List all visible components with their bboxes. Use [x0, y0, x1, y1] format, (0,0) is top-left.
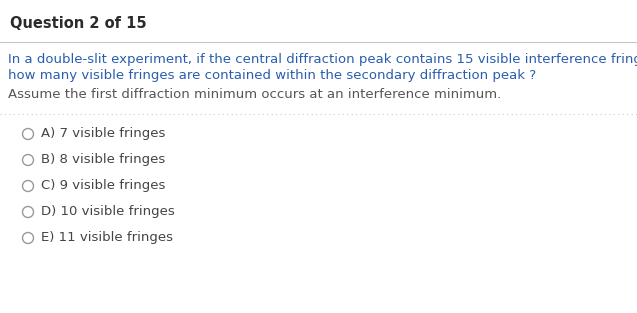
Text: Question 2 of 15: Question 2 of 15	[10, 16, 146, 31]
Text: B) 8 visible fringes: B) 8 visible fringes	[41, 153, 165, 167]
Text: C) 9 visible fringes: C) 9 visible fringes	[41, 179, 166, 192]
Text: In a double-slit experiment, if the central diffraction peak contains 15 visible: In a double-slit experiment, if the cent…	[8, 54, 637, 66]
Text: how many visible fringes are contained within the secondary diffraction peak ?: how many visible fringes are contained w…	[8, 69, 536, 81]
Text: Assume the first diffraction minimum occurs at an interference minimum.: Assume the first diffraction minimum occ…	[8, 89, 501, 101]
Text: D) 10 visible fringes: D) 10 visible fringes	[41, 206, 175, 218]
Text: E) 11 visible fringes: E) 11 visible fringes	[41, 232, 173, 244]
Text: A) 7 visible fringes: A) 7 visible fringes	[41, 127, 166, 141]
